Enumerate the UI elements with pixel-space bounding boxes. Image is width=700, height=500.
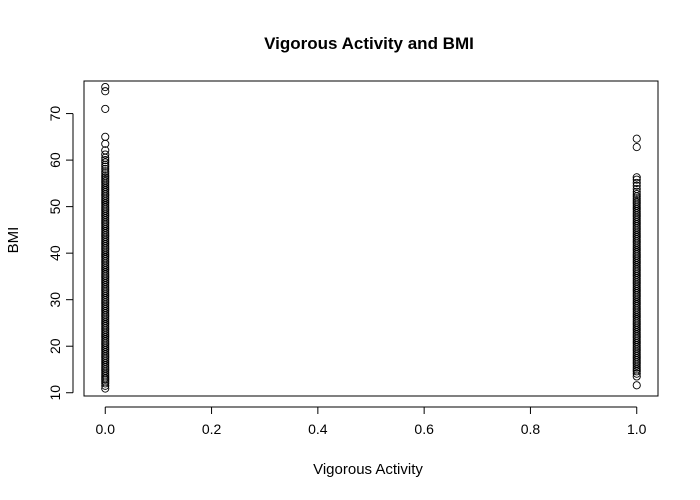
data-point	[101, 82, 110, 92]
data-point	[101, 104, 110, 113]
data-point	[632, 178, 641, 187]
y-axis-label: BMI	[5, 227, 22, 254]
x-tick-label: 0.6	[414, 421, 434, 437]
data-point	[632, 175, 641, 184]
data-point	[101, 171, 110, 180]
data-point	[101, 150, 110, 159]
y-tick-label: 20	[47, 338, 63, 354]
data-point	[632, 194, 641, 203]
data-point	[632, 196, 641, 205]
x-axis-label: Vigorous Activity	[313, 461, 423, 478]
data-point	[101, 156, 110, 165]
x-tick-label: 0.8	[521, 421, 541, 437]
data-point	[632, 197, 641, 207]
y-tick-label: 70	[47, 106, 63, 122]
chart-title: Vigorous Activity and BMI	[264, 34, 474, 53]
data-point	[101, 146, 110, 155]
data-point	[632, 381, 641, 390]
y-tick-label: 40	[47, 245, 63, 261]
data-points	[101, 82, 641, 393]
y-tick-label: 60	[47, 152, 63, 168]
y-axis: 10 20 30 40 50 60 70	[47, 106, 74, 401]
data-point	[632, 369, 641, 378]
y-tick-label: 30	[47, 292, 63, 308]
data-point	[632, 134, 641, 143]
y-tick-label: 50	[47, 199, 63, 215]
data-point	[632, 187, 641, 196]
data-point	[101, 87, 110, 96]
y-tick-label: 10	[47, 385, 63, 401]
data-point	[101, 162, 110, 171]
x-tick-label: 0.0	[96, 421, 116, 437]
x-tick-label: 1.0	[627, 421, 647, 437]
data-point	[101, 169, 110, 178]
data-point	[101, 175, 110, 184]
data-point	[101, 167, 110, 176]
plot-frame	[83, 80, 659, 397]
x-tick-label: 0.2	[202, 421, 222, 437]
data-point	[632, 173, 641, 182]
x-axis: 0.0 0.2 0.4 0.6 0.8 1.0	[96, 406, 647, 437]
data-point	[632, 181, 641, 190]
data-point	[632, 143, 641, 152]
data-point	[101, 164, 110, 173]
x-tick-label: 0.4	[308, 421, 328, 437]
data-point	[101, 176, 110, 186]
data-point	[101, 158, 110, 167]
data-point	[632, 190, 641, 199]
data-point	[632, 184, 641, 193]
data-point	[101, 173, 110, 182]
data-point	[101, 132, 110, 141]
